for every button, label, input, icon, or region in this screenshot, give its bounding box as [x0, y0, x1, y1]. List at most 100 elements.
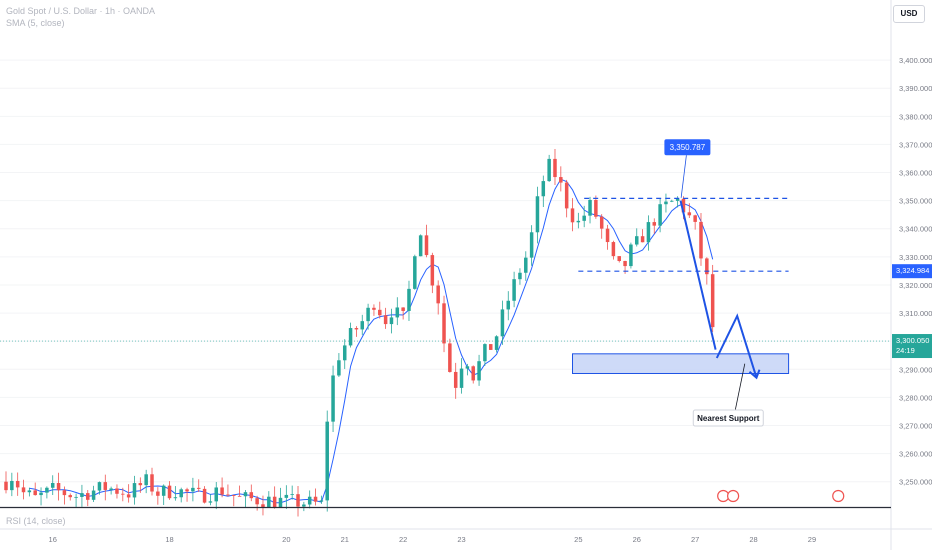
candle-down: [21, 479, 26, 500]
us-flag-icon: [727, 489, 740, 503]
candle-body: [664, 201, 668, 205]
candle-down: [4, 471, 8, 494]
candle-up: [459, 358, 464, 394]
x-tick-label: 26: [633, 535, 641, 544]
candle-body: [342, 345, 347, 361]
candle-down: [237, 485, 242, 497]
candle-up: [465, 363, 470, 376]
candle-down: [261, 495, 265, 516]
candle-body: [488, 344, 493, 350]
candle-body: [500, 309, 505, 337]
candle-up: [278, 487, 283, 508]
candle-body: [126, 494, 131, 498]
candle-body: [196, 487, 201, 489]
support-callout-line: [734, 363, 746, 411]
candle-body: [115, 488, 119, 494]
current-price-tag-text: 3,324.984: [896, 266, 929, 275]
candle-up: [50, 475, 55, 496]
candle-up: [576, 212, 581, 229]
y-tick-label: 3,290.000: [899, 365, 932, 374]
sma-legend[interactable]: SMA (5, close): [6, 18, 65, 28]
candle-up: [500, 300, 505, 345]
candle-body: [570, 208, 575, 223]
candle-body: [121, 493, 125, 495]
candle-up: [529, 225, 534, 266]
price-axis[interactable]: 3,250.000 3,260.000 3,270.000 3,280.000 3,29…: [890, 0, 932, 550]
candle-up: [97, 481, 102, 495]
candle-down: [687, 203, 692, 219]
candle-body: [378, 309, 382, 316]
candle-body: [337, 360, 341, 376]
peak-label: 3,350.787: [670, 143, 706, 152]
candle-body: [290, 494, 294, 495]
candle-down: [372, 304, 376, 316]
time-axis[interactable]: 16 18 20 21 22 23 25 26 27 28 29: [0, 528, 932, 544]
candle-down: [249, 484, 254, 502]
candle-body: [243, 492, 248, 497]
candle-down: [442, 295, 446, 353]
candle-down: [150, 467, 154, 496]
candle-up: [45, 486, 49, 499]
candle-up: [214, 481, 219, 510]
candle-body: [494, 336, 499, 350]
candle-body: [564, 182, 569, 209]
currency-button[interactable]: USD: [893, 5, 925, 23]
candle-down: [430, 252, 435, 294]
candle-body: [179, 489, 183, 498]
candle-down: [68, 493, 72, 501]
candle-down: [401, 307, 405, 320]
y-tick-label: 3,270.000: [899, 421, 932, 430]
drawings[interactable]: 3,350.787 Nearest Support: [0, 139, 891, 503]
candle-body: [21, 487, 26, 493]
candle-body: [652, 222, 657, 226]
candle-up: [173, 486, 178, 501]
candle-down: [553, 148, 557, 186]
candle-body: [594, 199, 598, 217]
candle-down: [599, 214, 604, 239]
candle-body: [74, 496, 78, 498]
candle-up: [634, 228, 639, 247]
candle-up: [413, 254, 417, 290]
x-tick-label: 22: [399, 535, 407, 544]
candle-down: [126, 484, 131, 503]
candle-up: [494, 335, 499, 353]
candle-down: [138, 477, 143, 493]
candle-up: [319, 495, 324, 504]
candle-down: [617, 256, 621, 263]
candle-body: [453, 371, 458, 388]
candle-body: [524, 257, 528, 273]
candle-down: [56, 472, 61, 501]
y-tick-label: 3,320.000: [899, 281, 932, 290]
candle-down: [424, 224, 429, 258]
candle-up: [179, 487, 183, 503]
candle-down: [62, 486, 67, 505]
candle-down: [699, 213, 703, 266]
candle-body: [424, 235, 429, 256]
candle-body: [418, 235, 423, 257]
candle-body: [710, 274, 715, 328]
candle-down: [167, 481, 172, 500]
candle-body: [249, 492, 254, 499]
forecast-path: [715, 313, 758, 378]
candle-down: [185, 487, 189, 502]
candle-body: [226, 494, 230, 496]
candle-up: [267, 491, 271, 508]
candle-body: [360, 321, 365, 330]
symbol-title[interactable]: Gold Spot / U.S. Dollar · 1h · OANDA: [6, 6, 156, 16]
candle-body: [62, 490, 67, 496]
us-flag-icon: [832, 489, 845, 503]
candle-down: [570, 198, 575, 232]
candle-body: [296, 494, 300, 507]
peak-label-box: [664, 139, 711, 156]
candle-body: [512, 279, 516, 301]
candle-down: [448, 338, 452, 373]
candle-body: [173, 497, 178, 499]
support-label-box: [692, 409, 764, 427]
candle-body: [547, 158, 551, 182]
rsi-legend[interactable]: RSI (14, close): [6, 516, 66, 526]
candle-body: [214, 487, 219, 502]
candle-down: [471, 365, 475, 384]
candle-down: [313, 488, 318, 506]
candle-body: [167, 485, 172, 499]
